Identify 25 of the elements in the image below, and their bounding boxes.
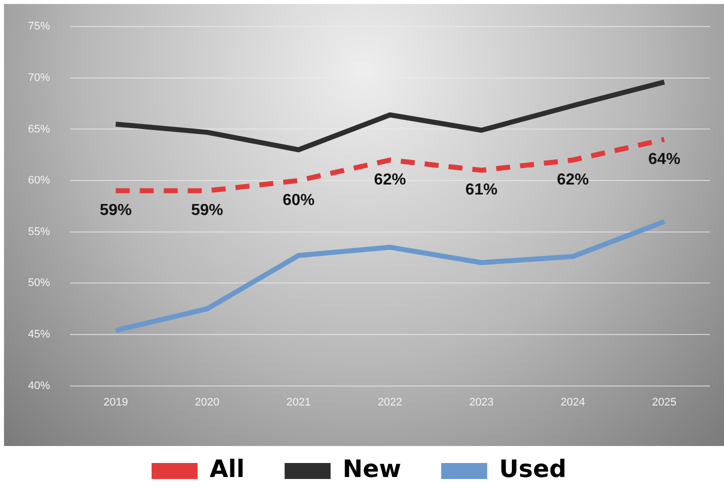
y-tick-label: 65% — [28, 123, 50, 136]
legend-label: All — [210, 455, 245, 484]
x-tick-label: 2025 — [652, 396, 677, 408]
y-tick-label: 55% — [28, 226, 50, 238]
data-label: 64% — [648, 150, 680, 168]
y-tick-label: 50% — [28, 277, 50, 290]
data-label: 62% — [374, 171, 406, 188]
data-label: 62% — [556, 171, 589, 188]
legend-label: New — [342, 455, 402, 484]
y-tick-label: 70% — [28, 72, 50, 84]
x-tick-label: 2021 — [286, 396, 311, 408]
y-tick-label: 75% — [28, 20, 50, 33]
x-tick-label: 2022 — [378, 396, 402, 408]
x-tick-label: 2023 — [469, 396, 494, 408]
x-tick-label: 2024 — [560, 396, 586, 408]
legend-label: Used — [499, 455, 566, 484]
y-tick-label: 45% — [28, 328, 50, 341]
y-tick-label: 40% — [28, 380, 50, 392]
data-label: 60% — [282, 192, 315, 209]
data-label: 61% — [465, 182, 498, 199]
data-label: 59% — [100, 202, 132, 220]
x-tick-label: 2020 — [194, 396, 220, 408]
y-tick-label: 60% — [28, 174, 50, 187]
x-tick-label: 2019 — [103, 396, 128, 408]
data-label: 59% — [191, 202, 224, 220]
